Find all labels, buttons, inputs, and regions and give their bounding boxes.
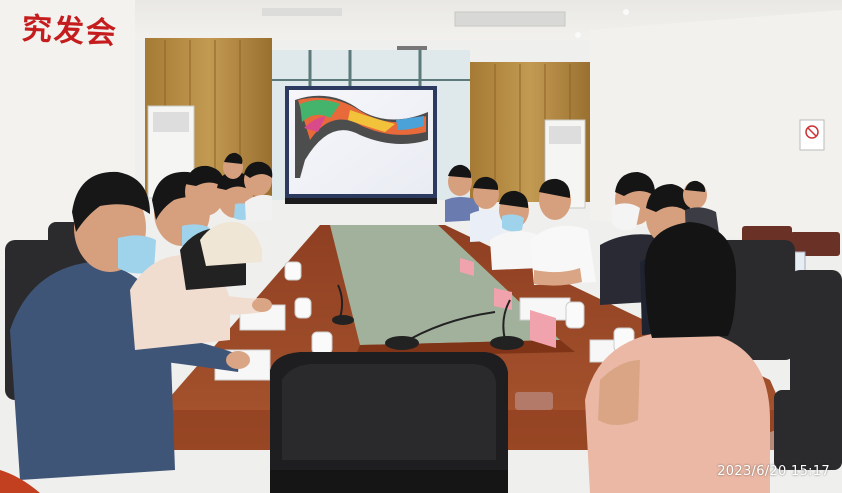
face-mask [118, 235, 156, 274]
ceiling-light [454, 11, 566, 27]
table-inset [330, 225, 560, 345]
wall-sign: 究发会 [20, 11, 119, 52]
name-plate [530, 310, 556, 348]
person-left-4 [200, 221, 262, 266]
teacup [284, 261, 302, 281]
spotlight [623, 9, 629, 15]
teacup [311, 331, 333, 355]
teacup [565, 301, 585, 329]
teacup [294, 297, 312, 319]
phone [515, 392, 553, 410]
spotlight [575, 32, 581, 38]
no-smoking-sign [799, 119, 825, 151]
ceiling-vent [262, 8, 342, 16]
photo-timestamp: 2023/6/20 15:17 [717, 464, 830, 479]
